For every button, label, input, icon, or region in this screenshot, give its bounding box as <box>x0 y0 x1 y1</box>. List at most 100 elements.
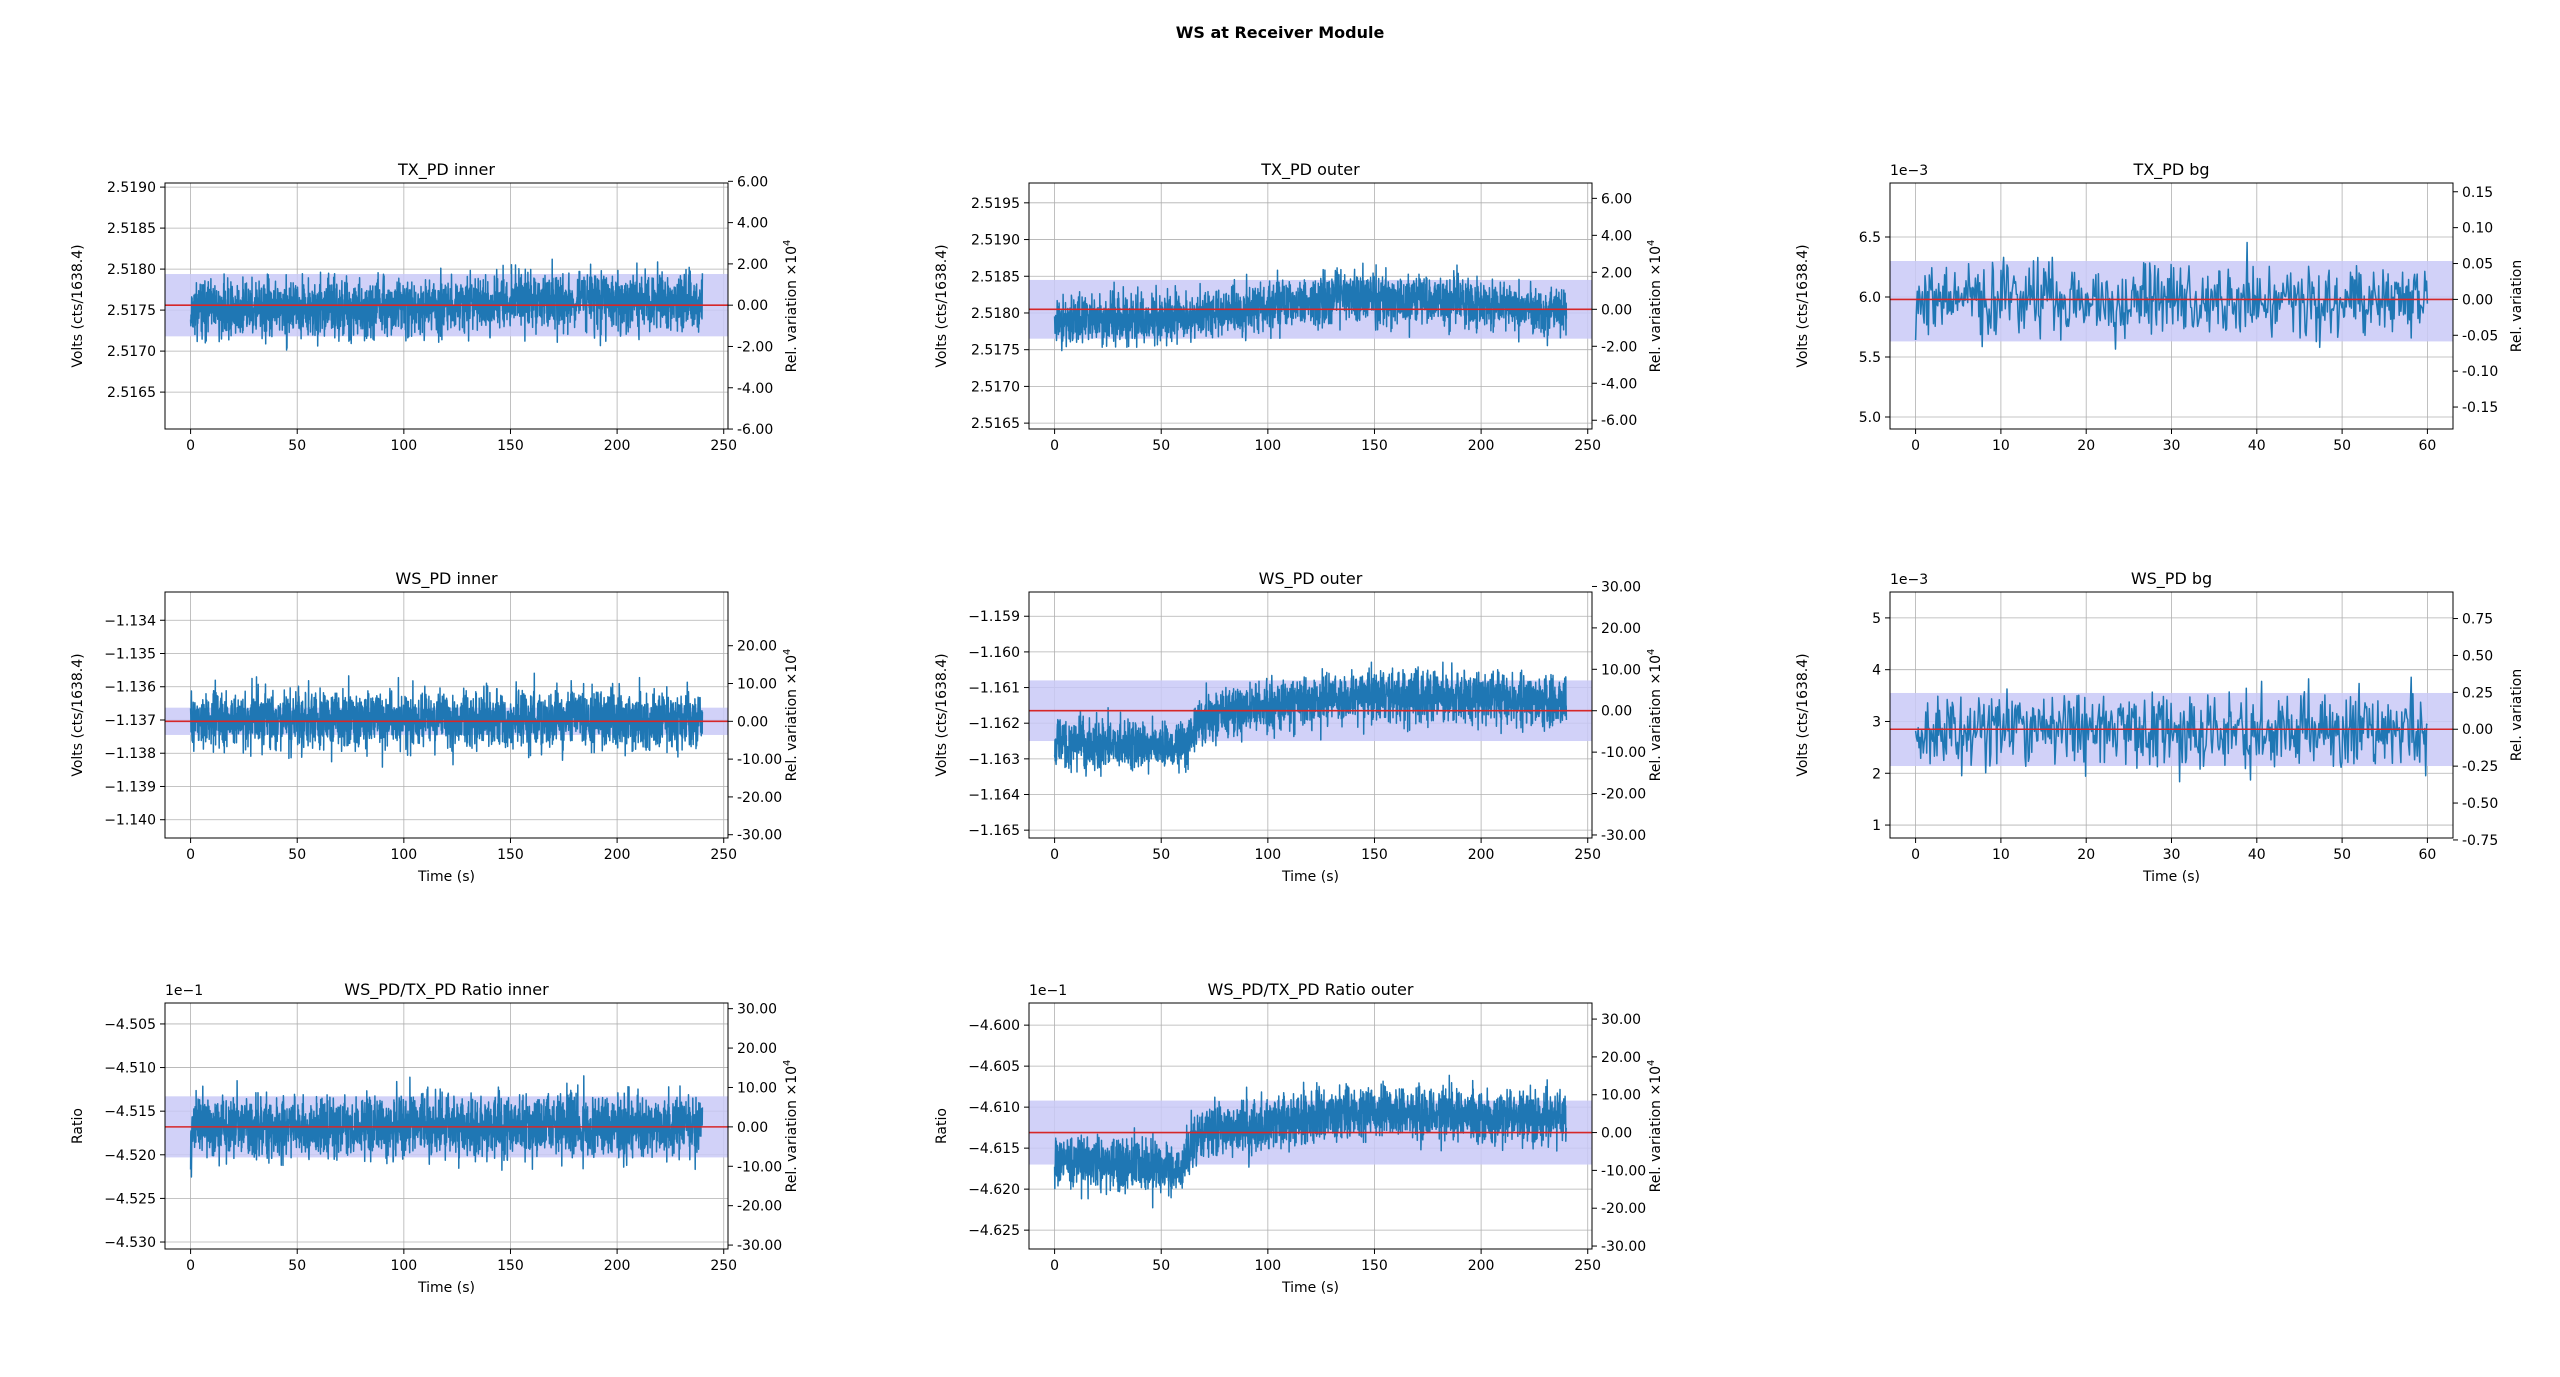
y2-tick-label: -20.00 <box>1601 787 1646 803</box>
y2-axis-label: Rel. variation ×104 <box>1646 1060 1664 1193</box>
subplot-1: 0 50 100 150 200 250 2.5165 2.5170 2.5175 2.5180 2… <box>70 160 800 454</box>
x-tick-label: 10 <box>1992 847 2010 863</box>
y2-axis-label: Rel. variation ×104 <box>782 240 800 373</box>
y2-tick-label: -10.00 <box>1601 745 1646 761</box>
x-tick-label: 50 <box>2333 438 2351 454</box>
y-tick-label: 4 <box>1872 663 1881 679</box>
y2-tick-label: 6.00 <box>737 174 768 190</box>
y-tick-label: 3 <box>1872 714 1881 730</box>
y-tick-label: 2.5175 <box>971 343 1020 359</box>
signal-line <box>189 1075 704 1178</box>
x-tick-label: 50 <box>288 438 306 454</box>
y-tick-label: 2.5165 <box>971 416 1020 432</box>
x-tick-label: 100 <box>1254 438 1281 454</box>
y2-tick-label: -30.00 <box>737 1238 782 1254</box>
y2-tick-label: -20.00 <box>737 1199 782 1215</box>
y-tick-label: −1.137 <box>104 713 156 729</box>
x-tick-label: 10 <box>1992 438 2010 454</box>
x-tick-label: 250 <box>710 847 737 863</box>
x-tick-label: 200 <box>1468 438 1495 454</box>
x-tick-label: 20 <box>2077 847 2095 863</box>
y-axis-label: Ratio <box>70 1108 86 1144</box>
subplot-8: 0 50 100 150 200 250 −4.625 −4.620 −4.615 −4.610 −… <box>934 980 1664 1296</box>
y-tick-label: −4.625 <box>968 1223 1020 1239</box>
y-tick-label: 5.0 <box>1859 410 1881 426</box>
y2-tick-label: 0.75 <box>2462 612 2493 628</box>
y2-tick-label: -6.00 <box>737 422 773 438</box>
y-tick-label: −4.605 <box>968 1059 1020 1075</box>
x-tick-label: 100 <box>390 1258 417 1274</box>
axes-frame <box>164 1002 729 1250</box>
y-tick-label: 2 <box>1872 766 1881 782</box>
y2-tick-label: -0.10 <box>2462 364 2498 380</box>
x-tick-label: 150 <box>497 438 524 454</box>
y2-tick-label: 0.00 <box>737 714 768 730</box>
y2-tick-label: -30.00 <box>1601 828 1646 844</box>
y2-tick-label: 20.00 <box>1601 1050 1641 1066</box>
subplot-title: WS_PD/TX_PD Ratio inner <box>344 980 549 1000</box>
y-tick-label: −4.615 <box>968 1141 1020 1157</box>
y-tick-label: −4.620 <box>968 1182 1020 1198</box>
axes-frame <box>1028 182 1593 430</box>
y2-axis-label: Rel. variation ×104 <box>782 649 800 782</box>
x-axis-label: Time (s) <box>1281 1280 1339 1296</box>
signal-line <box>1914 676 2428 783</box>
y-tick-label: −1.159 <box>968 609 1020 625</box>
x-tick-label: 50 <box>1152 847 1170 863</box>
y-tick-label: 2.5185 <box>971 269 1020 285</box>
y-tick-label: −1.160 <box>968 645 1020 661</box>
y-tick-label: 2.5185 <box>107 221 156 237</box>
signal-line <box>1053 1074 1568 1209</box>
y2-tick-label: 2.00 <box>737 257 768 273</box>
y-tick-label: −1.138 <box>104 746 156 762</box>
y-axis-label: Volts (cts/1638.4) <box>1795 244 1811 367</box>
y-tick-label: −1.135 <box>104 647 156 663</box>
x-tick-label: 40 <box>2248 847 2266 863</box>
signal-line <box>1914 241 2429 350</box>
x-tick-label: 0 <box>1050 1258 1059 1274</box>
x-tick-label: 50 <box>288 1258 306 1274</box>
y2-tick-label: 20.00 <box>737 639 777 655</box>
axes-frame <box>164 182 729 430</box>
y2-tick-label: 0.05 <box>2462 257 2493 273</box>
subplot-title: WS_PD/TX_PD Ratio outer <box>1208 980 1414 1000</box>
subplot-title: WS_PD inner <box>395 569 498 589</box>
y2-tick-label: -20.00 <box>737 790 782 806</box>
x-tick-label: 0 <box>186 438 195 454</box>
y-tick-label: 6.5 <box>1859 230 1881 246</box>
axis-offset-text: 1e−1 <box>1029 983 1067 999</box>
x-tick-label: 150 <box>497 1258 524 1274</box>
y-tick-label: −4.610 <box>968 1100 1020 1116</box>
y-tick-label: 2.5180 <box>107 262 156 278</box>
y2-tick-label: 0.00 <box>2462 722 2493 738</box>
y-tick-label: −4.525 <box>104 1191 156 1207</box>
y-tick-label: 2.5170 <box>107 344 156 360</box>
y-tick-label: −4.530 <box>104 1235 156 1251</box>
axes-frame <box>164 591 729 839</box>
x-tick-label: 150 <box>1361 847 1388 863</box>
axis-offset-text: 1e−1 <box>165 983 203 999</box>
y-tick-label: 5 <box>1872 611 1881 627</box>
subplot-title: TX_PD outer <box>1260 160 1360 180</box>
y-tick-label: −1.136 <box>104 680 156 696</box>
y2-tick-label: 0.25 <box>2462 685 2493 701</box>
x-tick-label: 0 <box>186 847 195 863</box>
y-tick-label: −4.510 <box>104 1061 156 1077</box>
subplot-6: 0 10 20 30 40 50 60 1 2 3 4 5 -0.75 -0.50 -0.25 0.00 0.2… <box>1795 569 2525 885</box>
y2-tick-label: 4.00 <box>1601 228 1632 244</box>
y-tick-label: 2.5195 <box>971 196 1020 212</box>
y2-tick-label: 10.00 <box>1601 662 1641 678</box>
subplot-3: 0 10 20 30 40 50 60 5.0 5.5 6.0 6.5 -0.15 -0.10 -0.05… <box>1795 160 2525 454</box>
x-tick-label: 250 <box>1574 438 1601 454</box>
y2-tick-label: -0.05 <box>2462 328 2498 344</box>
y-tick-label: −1.162 <box>968 716 1020 732</box>
x-tick-label: 60 <box>2418 438 2436 454</box>
y2-axis-label: Rel. variation ×104 <box>1646 649 1664 782</box>
signal-line <box>1053 661 1568 778</box>
subplot-grid: 0 50 100 150 200 2502.51652.51702.51752.51802… <box>70 160 2525 1296</box>
x-tick-label: 150 <box>1361 1258 1388 1274</box>
y-tick-label: 6.0 <box>1859 290 1881 306</box>
y2-tick-label: -4.00 <box>737 381 773 397</box>
y2-tick-label: -30.00 <box>737 828 782 844</box>
